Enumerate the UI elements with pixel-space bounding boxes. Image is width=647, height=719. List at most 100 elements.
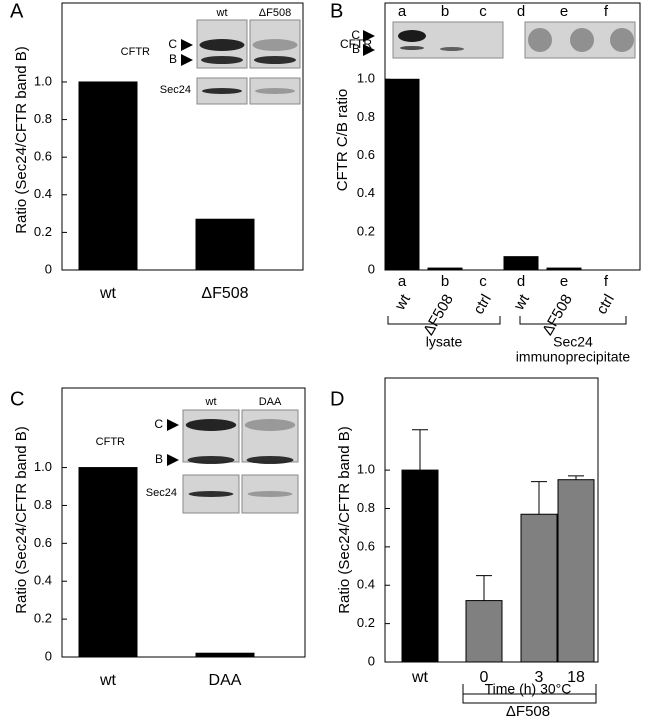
blot-band: [244, 419, 296, 431]
label: a: [398, 273, 407, 290]
label: lysate: [426, 334, 463, 350]
arrow: [181, 54, 193, 66]
blot-band: [528, 28, 552, 52]
error-bar: [476, 575, 492, 601]
arrow: [363, 30, 375, 42]
blot-band: [246, 456, 294, 464]
bar: [546, 267, 582, 271]
y-tick-label: 0.6: [357, 538, 375, 553]
blot-band: [188, 491, 234, 497]
label: f: [604, 273, 609, 290]
blot: [524, 21, 636, 59]
bar: [384, 78, 420, 271]
arrow: [167, 454, 179, 466]
blot-band: [400, 46, 424, 50]
label: wt: [216, 7, 228, 19]
label: B: [155, 452, 163, 466]
label: e: [560, 273, 568, 290]
y-tick-label: 0: [368, 261, 375, 276]
label: D: [330, 388, 344, 410]
bar: [465, 600, 503, 663]
y-tick-label: 0.4: [357, 185, 375, 200]
bar: [557, 479, 595, 663]
y-tick-label: 0.6: [357, 147, 375, 162]
x-tick-label: ΔF508: [201, 285, 248, 302]
label: Sec24: [553, 334, 593, 350]
y-tick-label: 1.0: [357, 462, 375, 477]
y-tick-label: 0.2: [357, 223, 375, 238]
bar: [401, 469, 439, 663]
bracket: [387, 316, 501, 325]
label: DAA: [259, 396, 282, 408]
label: Sec24: [146, 487, 177, 499]
label: Time (h) 30°C: [485, 681, 572, 697]
x-tick-label: wt: [411, 669, 429, 686]
arrow: [167, 419, 179, 431]
x-tick-label: wt: [99, 285, 117, 302]
y-tick-label: 1.0: [34, 459, 52, 474]
plot-frame: [61, 2, 304, 271]
error-bar: [412, 429, 428, 471]
y-tick-label: 0.8: [34, 497, 52, 512]
x-tick-label: ΔF508: [539, 291, 576, 338]
bracket: [519, 316, 627, 325]
label: Ratio (Sec24/CFTR band B): [336, 426, 353, 614]
bar: [195, 652, 255, 658]
label: d: [517, 3, 525, 20]
label: CFTR: [121, 46, 150, 58]
blot-band: [398, 30, 426, 42]
label: C: [10, 388, 24, 410]
label: CFTR: [96, 436, 125, 448]
blot-band: [247, 491, 293, 497]
bar: [78, 81, 138, 271]
label: B: [169, 52, 177, 66]
bar: [520, 513, 558, 663]
label: Ratio (Sec24/CFTR band B): [13, 426, 30, 614]
x-tick-label: 0: [480, 669, 489, 686]
y-tick-label: 0.2: [357, 615, 375, 630]
blot-band: [185, 419, 237, 431]
y-tick-label: 0.8: [34, 111, 52, 126]
bar: [503, 256, 539, 271]
bar: [195, 218, 255, 271]
arrow: [363, 44, 375, 56]
y-tick-label: 0.8: [357, 500, 375, 515]
y-tick-label: 0.6: [34, 535, 52, 550]
arrow: [181, 39, 193, 51]
blot-band: [199, 39, 245, 51]
label: c: [479, 3, 487, 20]
label: b: [441, 273, 449, 290]
x-tick-label: ctrl: [593, 291, 618, 317]
label: ΔF508: [506, 703, 550, 719]
y-tick-label: 0.8: [357, 109, 375, 124]
error-bar: [531, 481, 547, 515]
label: C: [351, 28, 360, 42]
x-tick-label: 3: [535, 669, 544, 686]
blot-band: [255, 88, 295, 94]
label: a: [398, 3, 407, 20]
y-tick-label: 0.2: [34, 224, 52, 239]
label: f: [604, 3, 609, 20]
x-tick-label: wt: [510, 291, 533, 314]
x-tick-label: wt: [99, 672, 117, 689]
bar: [78, 467, 138, 658]
blot-band: [201, 56, 243, 64]
x-tick-label: ctrl: [470, 291, 495, 317]
blot-band: [252, 39, 298, 51]
blot: [249, 77, 301, 105]
blot-band: [187, 456, 235, 464]
bracket: [462, 684, 597, 695]
y-tick-label: 0.4: [357, 577, 375, 592]
label: Sec24: [160, 84, 191, 96]
x-tick-label: DAA: [209, 672, 242, 689]
y-tick-label: 0: [368, 653, 375, 668]
bracket: [462, 694, 597, 704]
y-tick-label: 1.0: [357, 71, 375, 86]
blot-band: [570, 28, 594, 52]
blot: [241, 409, 299, 463]
blot-band: [202, 88, 242, 94]
x-tick-label: 18: [567, 669, 585, 686]
label: ΔF508: [259, 7, 291, 19]
label: c: [479, 273, 487, 290]
